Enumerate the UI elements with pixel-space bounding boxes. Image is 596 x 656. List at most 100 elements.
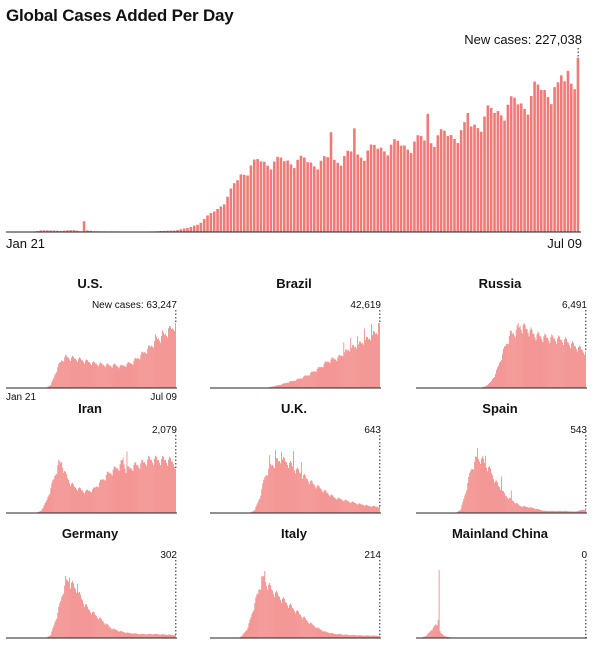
brazil-bar xyxy=(348,350,349,388)
germany-bar xyxy=(86,604,87,638)
u-k-bar xyxy=(349,502,350,513)
russia-bar xyxy=(492,379,493,388)
iran-bar xyxy=(79,487,80,513)
brazil-bar xyxy=(291,381,292,388)
global-bar xyxy=(480,132,483,232)
iran-bar xyxy=(149,457,150,513)
mainland-china-bar xyxy=(427,634,428,638)
u-s-bar xyxy=(162,330,163,388)
russia-bar xyxy=(532,329,533,388)
u-k-bar xyxy=(276,458,277,513)
u-k-bar xyxy=(291,463,292,513)
global-bar xyxy=(393,139,396,232)
u-k-bar xyxy=(306,478,307,513)
russia-bar xyxy=(578,347,579,388)
germany-bar xyxy=(111,629,112,638)
russia-bar xyxy=(577,352,578,388)
u-s-bar xyxy=(62,361,63,388)
brazil-bar xyxy=(338,357,339,388)
u-s-bar xyxy=(78,359,79,388)
global-bar xyxy=(483,117,486,233)
iran-bar xyxy=(124,464,125,513)
u-k-bar xyxy=(332,495,333,513)
spain-bar xyxy=(525,506,526,513)
russia-bar xyxy=(537,334,538,388)
germany-bar xyxy=(152,634,153,638)
italy-bar xyxy=(270,585,271,638)
germany-bar xyxy=(101,619,102,638)
global-bar xyxy=(246,176,249,232)
iran-bar xyxy=(64,471,65,513)
u-k-bar xyxy=(357,505,358,513)
spain-bar xyxy=(477,448,478,513)
russia-bar xyxy=(553,339,554,388)
iran-bar xyxy=(43,508,44,513)
italy-bar xyxy=(260,590,261,638)
u-k-bar xyxy=(331,495,332,513)
iran-bar xyxy=(121,460,122,513)
global-bar xyxy=(416,135,419,232)
global-bar xyxy=(210,213,213,232)
italy-bar xyxy=(309,624,310,638)
italy-bar xyxy=(281,602,282,638)
u-s-bar xyxy=(56,372,57,388)
u-s-bar xyxy=(145,353,146,388)
iran-bar xyxy=(50,488,51,513)
u-s-bar xyxy=(157,339,158,388)
spain-bar xyxy=(501,477,502,513)
global-bar xyxy=(573,89,576,232)
global-bar xyxy=(386,155,389,232)
u-k-bar xyxy=(374,506,375,513)
iran-bar xyxy=(134,465,135,513)
spain-bar xyxy=(460,509,461,513)
mainland-china-bar xyxy=(436,624,437,638)
iran-bar xyxy=(62,468,63,513)
italy-bar xyxy=(272,590,273,638)
russia-bar xyxy=(526,329,527,388)
u-s-bar xyxy=(131,363,132,388)
brazil-bar xyxy=(317,369,318,388)
iran-bar xyxy=(119,471,120,513)
global-x-end-label: Jul 09 xyxy=(547,236,582,251)
iran-bar xyxy=(55,475,56,513)
u-k-bar xyxy=(283,457,284,513)
iran-bar xyxy=(78,488,79,513)
russia-bar xyxy=(585,352,586,388)
global-bar xyxy=(316,169,319,232)
iran-bar xyxy=(126,473,127,513)
italy-bar xyxy=(249,623,250,638)
italy-bar xyxy=(287,605,288,638)
brazil-bar xyxy=(293,381,294,388)
iran-bar xyxy=(158,460,159,513)
u-k-bar xyxy=(307,479,308,513)
russia-bar xyxy=(521,330,522,388)
russia-bar xyxy=(545,335,546,388)
iran-bar xyxy=(162,456,163,513)
iran-bar xyxy=(44,506,45,513)
germany-bar xyxy=(88,609,89,638)
brazil-bar xyxy=(352,345,353,388)
germany-bar xyxy=(138,634,139,638)
russia-bar xyxy=(546,338,547,388)
italy-bar xyxy=(291,605,292,638)
spain-bar xyxy=(531,507,532,513)
germany-bar xyxy=(96,616,97,638)
u-k-bar xyxy=(311,480,312,513)
spain-bar xyxy=(468,477,469,513)
u-k-bar xyxy=(364,506,365,513)
u-k-bar xyxy=(365,505,366,513)
u-k-bar xyxy=(294,470,295,513)
u-s-bar xyxy=(143,353,144,388)
russia-bar xyxy=(494,377,495,388)
russia-bar xyxy=(523,325,524,388)
spain-bar xyxy=(482,456,483,513)
u-k-bar xyxy=(266,475,267,513)
u-k-bar xyxy=(368,506,369,513)
russia-bar xyxy=(513,333,514,388)
brazil-bar xyxy=(324,364,325,388)
global-bar xyxy=(223,204,226,232)
u-s-bar xyxy=(112,368,113,388)
u-s-bar xyxy=(163,333,164,388)
u-k-bar xyxy=(318,485,319,513)
u-s-bar xyxy=(86,359,87,388)
